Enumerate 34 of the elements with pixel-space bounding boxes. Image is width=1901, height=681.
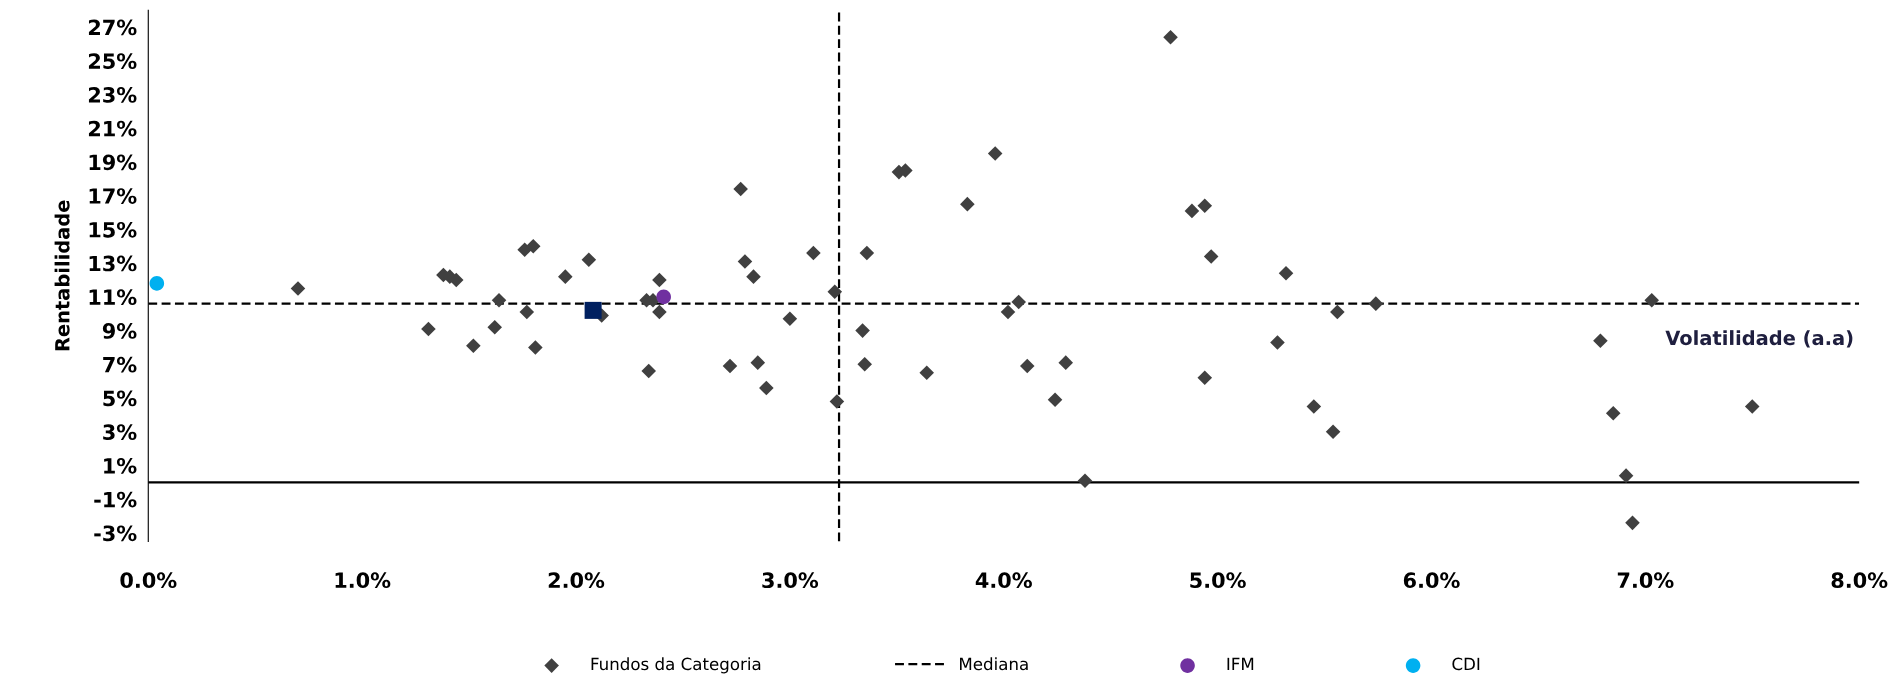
point	[149, 276, 165, 291]
x-tick-label: 5.0%	[1190, 572, 1246, 589]
y-axis-title: Rentabilidade	[54, 200, 70, 351]
x-tick-label: 0.0%	[120, 572, 177, 589]
x-tick-label: 3.0%	[762, 572, 819, 589]
x-tick-label: 6.0%	[1403, 572, 1460, 589]
legend-label: Fundos da Categoria	[591, 657, 761, 674]
x-axis-title: Volatilidade (a.a)	[1665, 330, 1853, 348]
y-tick-label: -3%	[94, 525, 137, 542]
x-tick-label: 4.0%	[975, 572, 1032, 589]
y-tick-label: 25%	[88, 53, 137, 70]
legend-label: IFM	[1227, 657, 1254, 670]
legend-label: Mediana	[960, 657, 1028, 671]
y-tick-label: -1%	[94, 491, 137, 508]
point	[584, 301, 602, 319]
y-tick-label: 19%	[89, 154, 137, 171]
y-tick-label: 17%	[89, 188, 137, 204]
x-tick-label: 7.0%	[1617, 572, 1674, 589]
y-tick-label: 11%	[89, 289, 137, 306]
x-tick-label: 1.0%	[335, 572, 391, 589]
point	[656, 289, 671, 305]
y-tick-label: 7%	[103, 356, 137, 373]
y-tick-label: 13%	[89, 255, 137, 272]
y-tick-label: 5%	[103, 390, 137, 407]
y-tick-label: 1%	[104, 457, 137, 474]
y-tick-label: 9%	[102, 323, 137, 339]
y-tick-label: 27%	[88, 19, 137, 36]
x-tick-label: 2.0%	[548, 572, 605, 589]
y-tick-label: 21%	[88, 120, 137, 137]
legend-label: CDI	[1452, 657, 1480, 671]
x-tick-label: 8.0%	[1831, 572, 1888, 589]
y-tick-label: 23%	[88, 86, 137, 103]
y-tick-label: 15%	[89, 221, 137, 238]
y-tick-label: 3%	[103, 424, 137, 440]
